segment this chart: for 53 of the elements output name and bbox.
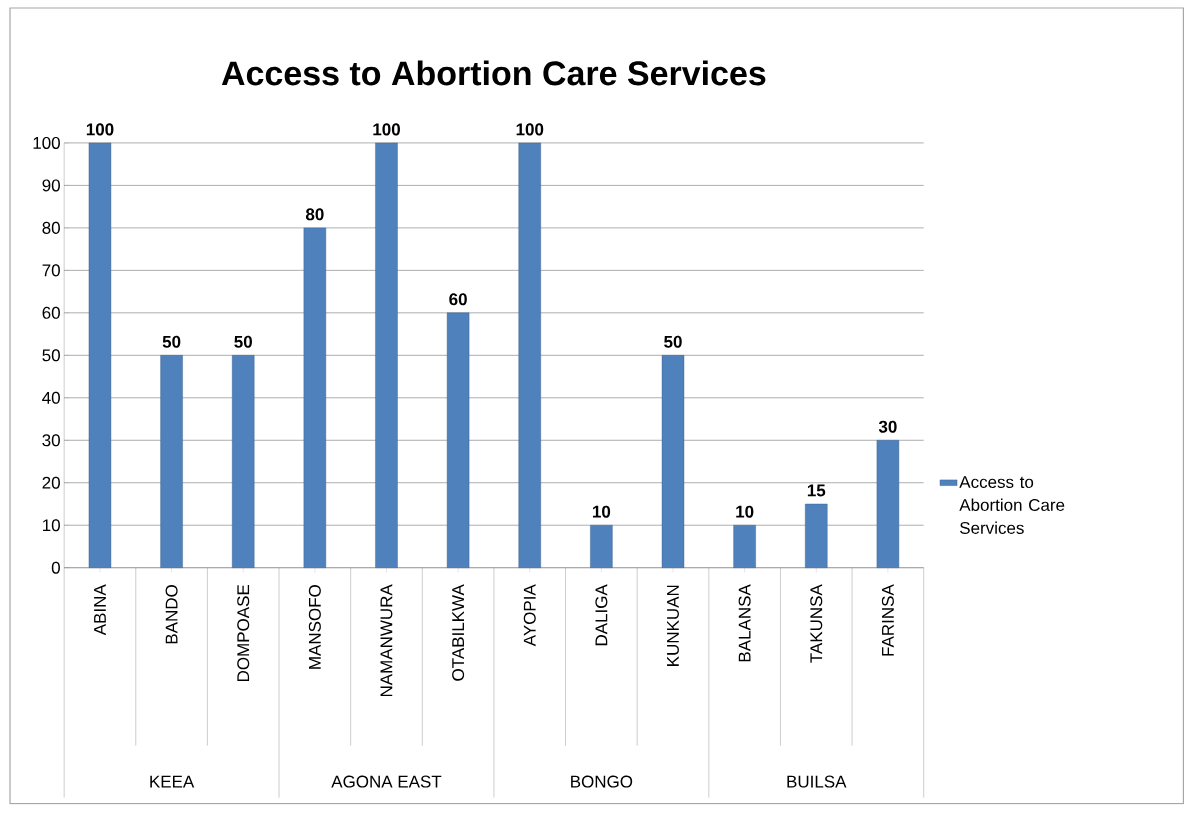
text: BONGO [571, 775, 633, 788]
chart-title: Access to Abortion Care Services [221, 60, 766, 86]
x-tick-label: DALIGA [595, 584, 608, 646]
x-tick-label: KUNKUAN [667, 585, 679, 667]
data-label: 80 [305, 208, 324, 221]
y-tick-label: 80 [42, 222, 60, 235]
bar [733, 525, 756, 569]
y-tick-label: 30 [42, 434, 60, 447]
bar [590, 525, 613, 569]
data-label: 50 [664, 335, 682, 348]
bar [876, 440, 900, 569]
bar [232, 355, 255, 569]
legend-label: Access to Abortion Care Services [959, 476, 1065, 535]
data-label: 10 [592, 505, 611, 518]
data-label: 100 [373, 123, 400, 136]
x-tick-label: OTABILKWA [452, 584, 465, 681]
y-tick-label: 100 [33, 137, 60, 150]
data-label: 100 [86, 123, 114, 136]
x-tick-label: TAKUNSA [810, 584, 823, 664]
x-tick-label: BALANSA [738, 584, 751, 662]
x-tick-label: ABINA [94, 584, 106, 636]
y-tick-label: 10 [43, 519, 60, 532]
x-tick-label: FARINSA [881, 584, 894, 656]
data-label: 50 [234, 335, 252, 348]
bar [446, 312, 470, 569]
data-label: 15 [807, 484, 826, 497]
data-label: 30 [878, 420, 897, 433]
bar [303, 227, 327, 569]
y-tick-label: 70 [42, 264, 60, 277]
y-tick-label: 60 [42, 307, 60, 320]
bar [518, 142, 541, 569]
x-tick-label: BANDO [165, 585, 178, 644]
y-tick-label: 90 [42, 179, 60, 192]
x-tick-label: NAMANWURA [380, 584, 393, 697]
text: AGONA EAST [331, 775, 442, 788]
bar [805, 503, 828, 569]
x-tick-label: DOMPOASE [237, 585, 250, 682]
y-tick-label: 20 [42, 476, 60, 489]
bar [375, 142, 398, 569]
bar [88, 142, 112, 569]
data-label: 10 [736, 505, 754, 518]
text: BUILSA [787, 775, 847, 788]
data-label: 50 [162, 335, 181, 348]
data-label: 100 [516, 123, 544, 136]
y-tick-label: 0 [51, 561, 60, 574]
x-tick-label: MANSOFO [308, 585, 321, 669]
bar [661, 355, 685, 569]
bar [160, 355, 183, 569]
y-tick-label: 50 [42, 349, 60, 362]
x-tick-label: AYOPIA [523, 584, 536, 647]
text: KEEA [150, 775, 195, 788]
y-tick-label: 40 [42, 391, 60, 405]
data-label: 60 [449, 293, 467, 306]
